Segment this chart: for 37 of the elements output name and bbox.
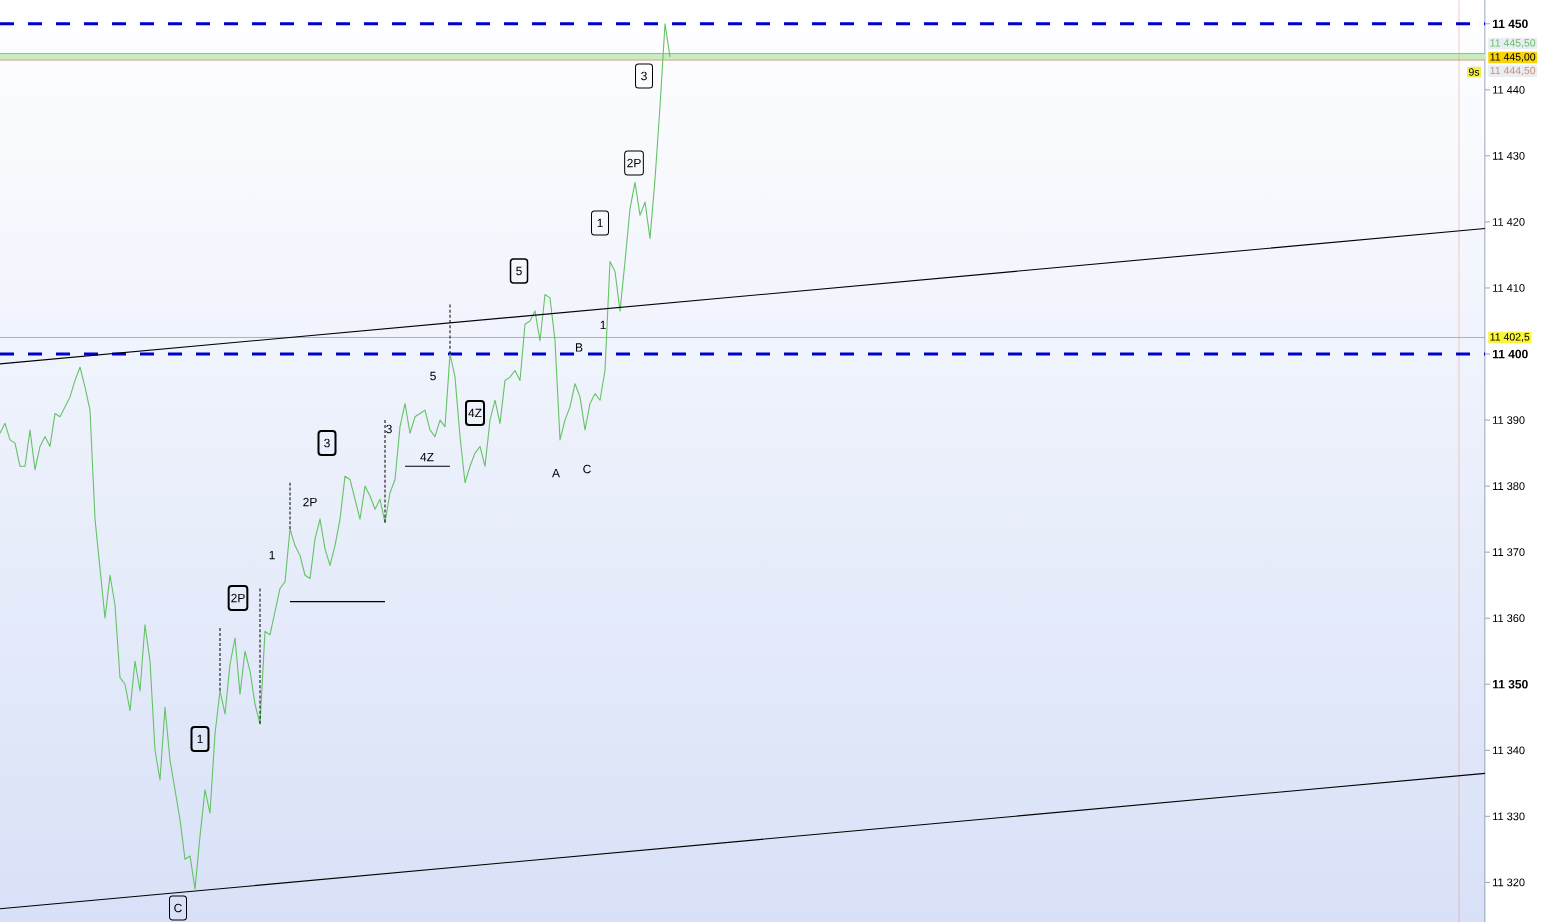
annotation: 1: [197, 734, 203, 744]
annotation: 9s: [1468, 68, 1480, 76]
annotation: 4Z: [468, 408, 482, 418]
annotation: 4Z: [420, 452, 434, 462]
annotation: 3: [386, 424, 392, 434]
annotation: 1: [600, 320, 606, 330]
annotation: 3: [641, 71, 647, 81]
ref-line-label: 11 402,5: [1490, 333, 1530, 342]
y-tick-label: 11 370: [1493, 548, 1525, 557]
annotation: 1: [597, 218, 603, 228]
annotation: B: [575, 343, 583, 352]
annotation: 5: [430, 371, 436, 381]
y-tick-label: 11 350: [1492, 679, 1528, 689]
annotation: C: [174, 903, 182, 913]
y-tick-label: 11 450: [1492, 19, 1528, 29]
annotation: A: [552, 468, 560, 478]
annotation: 5: [516, 266, 522, 276]
y-tick-label: 11 340: [1493, 746, 1525, 755]
y-tick-label: 11 430: [1493, 151, 1525, 160]
annotation: 3: [324, 438, 330, 448]
text: 11 445,00: [1490, 53, 1536, 62]
y-tick-label: 11 380: [1493, 482, 1525, 490]
ref-line-label: 11 444,50: [1490, 66, 1536, 76]
y-tick-label: 11 420: [1493, 218, 1525, 226]
y-tick-label: 11 390: [1493, 416, 1525, 424]
annotation: 1: [269, 550, 275, 560]
annotation: 2P: [231, 593, 245, 603]
y-tick-label: 11 410: [1493, 284, 1525, 292]
y-tick-label: 11 320: [1493, 878, 1525, 887]
annotation: 2P: [303, 497, 317, 507]
y-tick-label: 11 440: [1493, 85, 1525, 94]
y-tick-label: 11 400: [1492, 349, 1528, 359]
y-tick-label: 11 330: [1493, 812, 1525, 821]
annotation: 2P: [627, 158, 641, 168]
annotation: C: [583, 464, 591, 474]
y-tick-label: 11 360: [1493, 614, 1525, 623]
ref-line-label: 11 445,50: [1490, 39, 1536, 48]
